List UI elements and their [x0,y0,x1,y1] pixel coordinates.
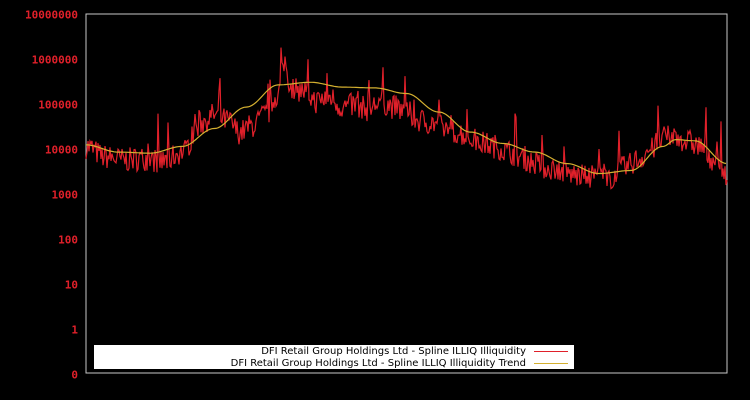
illiquidity-trend-line [86,81,727,175]
chart-legend: DFI Retail Group Holdings Ltd - Spline I… [94,345,574,369]
y-tick-label: 1000000 [31,53,78,67]
plot-frame [85,13,728,374]
y-tick-label: 1 [71,323,78,337]
y-tick-label: 1000 [51,188,79,202]
legend-swatch-yellow [534,362,568,364]
illiquidity-series-line [85,47,728,190]
y-tick-label: 0 [71,368,78,382]
y-tick-label: 10 [64,278,78,292]
legend-label: DFI Retail Group Holdings Ltd - Spline I… [261,345,526,357]
y-tick-label: 100 [58,233,78,247]
y-tick-label: 10000000 [25,8,78,22]
legend-swatch-red [534,350,568,352]
legend-item-trend: DFI Retail Group Holdings Ltd - Spline I… [231,357,568,369]
y-tick-label: 10000 [44,143,78,157]
y-tick-label: 100000 [38,98,78,112]
legend-item-illiquidity: DFI Retail Group Holdings Ltd - Spline I… [261,345,568,357]
legend-label: DFI Retail Group Holdings Ltd - Spline I… [230,357,526,369]
